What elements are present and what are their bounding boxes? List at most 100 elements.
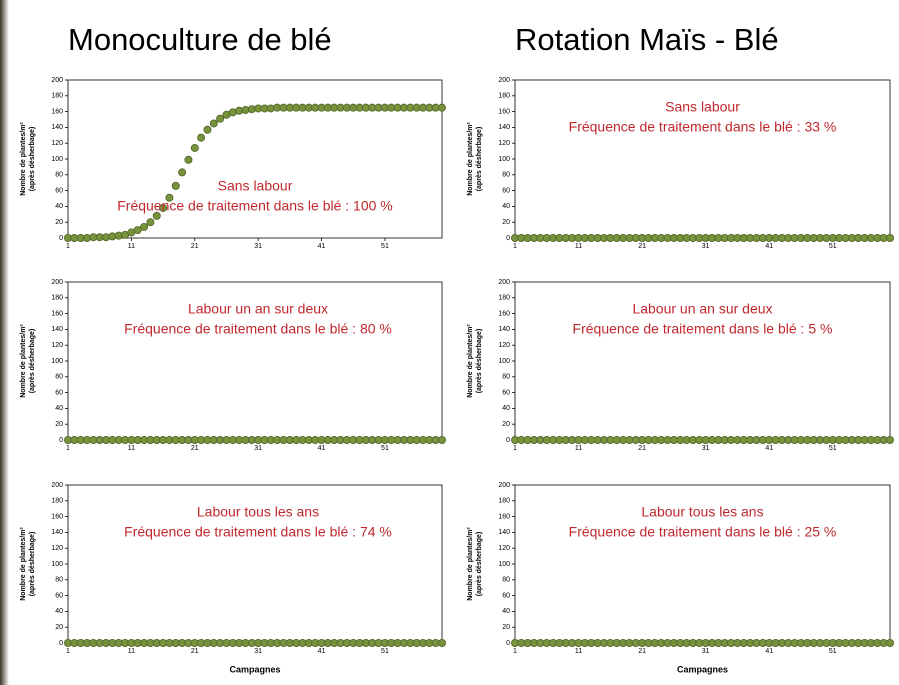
y-axis-label: (après désherbage) [29, 532, 36, 597]
y-tick-label: 80 [502, 374, 510, 381]
y-axis-label: (après désherbage) [29, 329, 36, 394]
y-tick-label: 200 [51, 279, 63, 286]
y-axis-label: (après désherbage) [29, 127, 36, 192]
data-point [159, 203, 168, 212]
annotation: Fréquence de traitement dans le blé : 5 … [573, 321, 833, 337]
annotation: Fréquence de traitement dans le blé : 80… [124, 321, 392, 337]
x-tick-label: 51 [829, 445, 837, 452]
y-tick-label: 120 [51, 545, 63, 552]
x-tick-label: 11 [128, 648, 135, 655]
x-tick-label: 41 [765, 243, 773, 250]
y-tick-label: 60 [55, 389, 63, 396]
data-point [886, 435, 895, 444]
y-tick-label: 20 [502, 421, 510, 428]
x-tick-label: 1 [513, 445, 517, 452]
y-tick-label: 40 [55, 405, 63, 412]
x-tick-label: 11 [128, 445, 135, 452]
y-tick-label: 80 [55, 172, 63, 179]
y-tick-label: 40 [502, 405, 510, 412]
y-tick-label: 160 [51, 513, 63, 520]
y-tick-label: 0 [506, 640, 510, 647]
y-tick-label: 20 [55, 624, 63, 631]
x-tick-label: 41 [318, 648, 326, 655]
y-axis-label: Nombre de plantes/m² [467, 122, 474, 196]
y-tick-label: 160 [498, 108, 510, 115]
y-tick-label: 200 [498, 482, 510, 489]
x-tick-label: 1 [66, 243, 70, 250]
y-tick-label: 0 [59, 640, 63, 647]
data-point [886, 233, 895, 242]
data-point [437, 639, 446, 648]
x-tick-label: 1 [513, 648, 517, 655]
data-point [178, 168, 187, 177]
annotation: Fréquence de traitement dans le blé : 74… [124, 524, 392, 540]
y-tick-label: 160 [51, 108, 63, 115]
x-tick-label: 21 [638, 445, 646, 452]
data-point [165, 193, 174, 202]
x-tick-label: 51 [829, 648, 837, 655]
annotation: Labour un an sur deux [632, 301, 772, 317]
y-tick-label: 80 [502, 577, 510, 584]
x-tick-label: 31 [702, 243, 710, 250]
x-axis-label: Campagnes [229, 664, 280, 674]
y-tick-label: 40 [502, 608, 510, 615]
data-point [171, 181, 180, 190]
y-tick-label: 180 [51, 295, 63, 302]
x-tick-label: 11 [575, 243, 582, 250]
y-tick-label: 140 [51, 529, 63, 536]
data-point [184, 155, 193, 164]
x-tick-label: 51 [381, 243, 389, 250]
x-tick-label: 41 [765, 445, 773, 452]
y-tick-label: 20 [502, 219, 510, 226]
y-tick-label: 20 [55, 421, 63, 428]
data-point [203, 125, 212, 134]
x-tick-label: 11 [575, 648, 582, 655]
y-tick-label: 60 [55, 187, 63, 194]
y-tick-label: 100 [498, 358, 510, 365]
y-tick-label: 100 [498, 156, 510, 163]
y-tick-label: 120 [51, 342, 63, 349]
y-tick-label: 80 [502, 172, 510, 179]
y-tick-label: 200 [51, 77, 63, 84]
y-tick-label: 40 [55, 608, 63, 615]
y-tick-label: 180 [498, 295, 510, 302]
y-tick-label: 180 [51, 498, 63, 505]
y-tick-label: 140 [498, 124, 510, 131]
data-point [209, 119, 218, 128]
y-tick-label: 40 [55, 203, 63, 210]
y-tick-label: 160 [498, 513, 510, 520]
data-point [140, 222, 149, 231]
y-tick-label: 200 [498, 279, 510, 286]
x-tick-label: 31 [254, 445, 262, 452]
y-tick-label: 140 [498, 326, 510, 333]
x-tick-label: 21 [638, 648, 646, 655]
y-tick-label: 140 [51, 326, 63, 333]
data-point [197, 133, 206, 142]
x-tick-label: 31 [702, 445, 710, 452]
data-point [886, 639, 895, 648]
column-heading: Rotation Maïs - Blé [515, 22, 779, 57]
x-tick-label: 31 [254, 648, 262, 655]
y-tick-label: 200 [51, 482, 63, 489]
y-tick-label: 200 [498, 77, 510, 84]
column-heading: Monoculture de blé [68, 22, 332, 57]
annotation: Fréquence de traitement dans le blé : 10… [117, 198, 393, 214]
annotation: Sans labour [665, 99, 740, 115]
y-tick-label: 80 [55, 577, 63, 584]
data-point [437, 103, 446, 112]
x-tick-label: 1 [66, 445, 70, 452]
y-tick-label: 40 [502, 203, 510, 210]
data-point [190, 143, 199, 152]
x-tick-label: 41 [318, 445, 326, 452]
y-tick-label: 60 [502, 592, 510, 599]
data-point [437, 435, 446, 444]
y-tick-label: 60 [55, 592, 63, 599]
x-tick-label: 31 [254, 243, 262, 250]
y-tick-label: 120 [498, 342, 510, 349]
data-point [152, 211, 161, 220]
x-tick-label: 41 [318, 243, 326, 250]
annotation: Labour tous les ans [641, 504, 763, 520]
y-tick-label: 160 [498, 310, 510, 317]
y-tick-label: 100 [51, 358, 63, 365]
